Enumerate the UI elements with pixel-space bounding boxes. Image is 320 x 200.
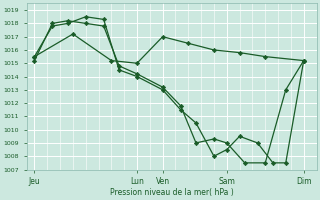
X-axis label: Pression niveau de la mer( hPa ): Pression niveau de la mer( hPa ) — [110, 188, 234, 197]
